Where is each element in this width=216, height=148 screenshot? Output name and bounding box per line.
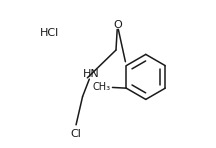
Text: O: O	[113, 20, 122, 30]
Text: Cl: Cl	[70, 129, 81, 139]
Text: CH₃: CH₃	[92, 82, 110, 92]
Text: HCl: HCl	[40, 28, 60, 38]
Text: HN: HN	[83, 69, 100, 79]
